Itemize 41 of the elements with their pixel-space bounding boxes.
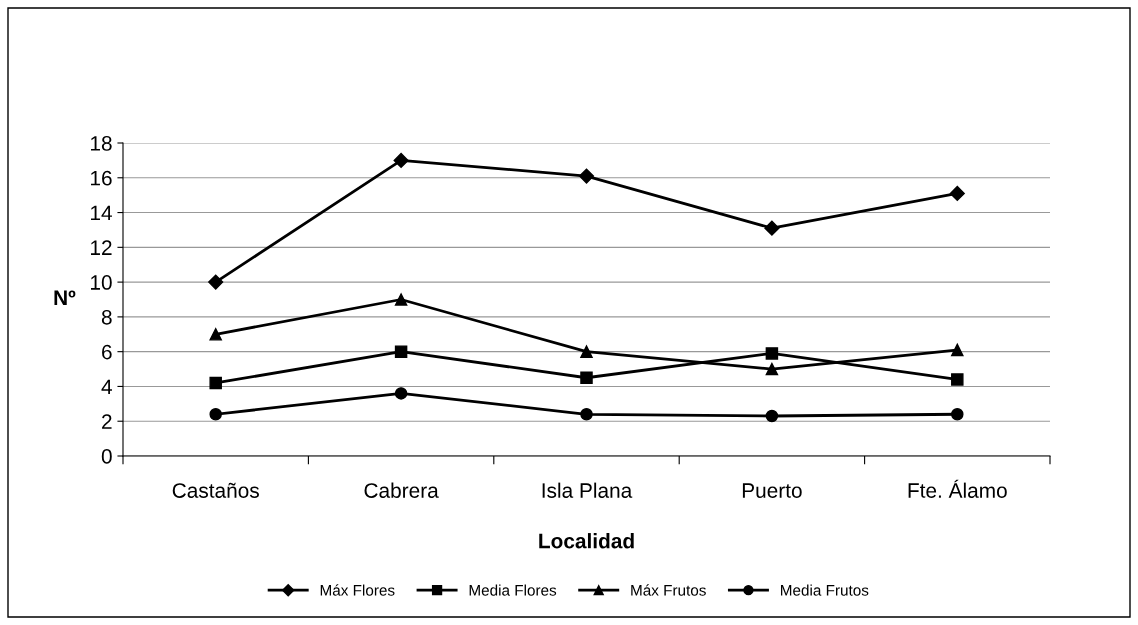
point [765, 409, 779, 423]
x-axis-title: Localidad [539, 533, 634, 549]
point [949, 185, 965, 201]
legend-label: Media Flores [469, 584, 557, 596]
y-tick-label: 6 [102, 344, 112, 360]
point [578, 168, 595, 184]
y-tick-label: 10 [91, 275, 112, 290]
point [393, 152, 409, 168]
y-tick-label: 14 [91, 205, 112, 221]
point [951, 343, 964, 357]
point [951, 408, 964, 421]
x-tick-label: Isla Plana [542, 482, 633, 498]
x-tick-label: Fte. Álamo [908, 479, 1007, 498]
point [209, 408, 222, 421]
y-tick-label: 18 [91, 136, 112, 151]
point [580, 408, 593, 421]
y-tick-label: 4 [101, 379, 112, 394]
point [764, 220, 780, 236]
point [580, 345, 593, 358]
point [394, 293, 408, 306]
legend-label: Máx Frutos [631, 584, 706, 596]
point [951, 373, 964, 386]
y-tick-label: 2 [102, 414, 112, 429]
legend-label: Máx Flores [320, 584, 395, 596]
x-tick-label: Castaños [172, 482, 259, 498]
point [394, 345, 408, 358]
y-axis-title: Nº [54, 290, 76, 305]
x-tick-label: Puerto [742, 483, 802, 498]
y-tick-label: 12 [91, 240, 112, 255]
y-tick-label: 16 [91, 170, 112, 186]
y-tick-label: 0 [101, 449, 112, 464]
point [765, 362, 779, 376]
point [580, 371, 593, 385]
point [209, 328, 222, 341]
y-tick-label: 8 [101, 309, 112, 325]
point [208, 274, 224, 290]
point [765, 347, 779, 360]
legend-label: Media Frutos [781, 584, 869, 596]
x-tick-label: Cabrera [364, 482, 439, 498]
point [209, 376, 222, 390]
point [394, 387, 408, 400]
